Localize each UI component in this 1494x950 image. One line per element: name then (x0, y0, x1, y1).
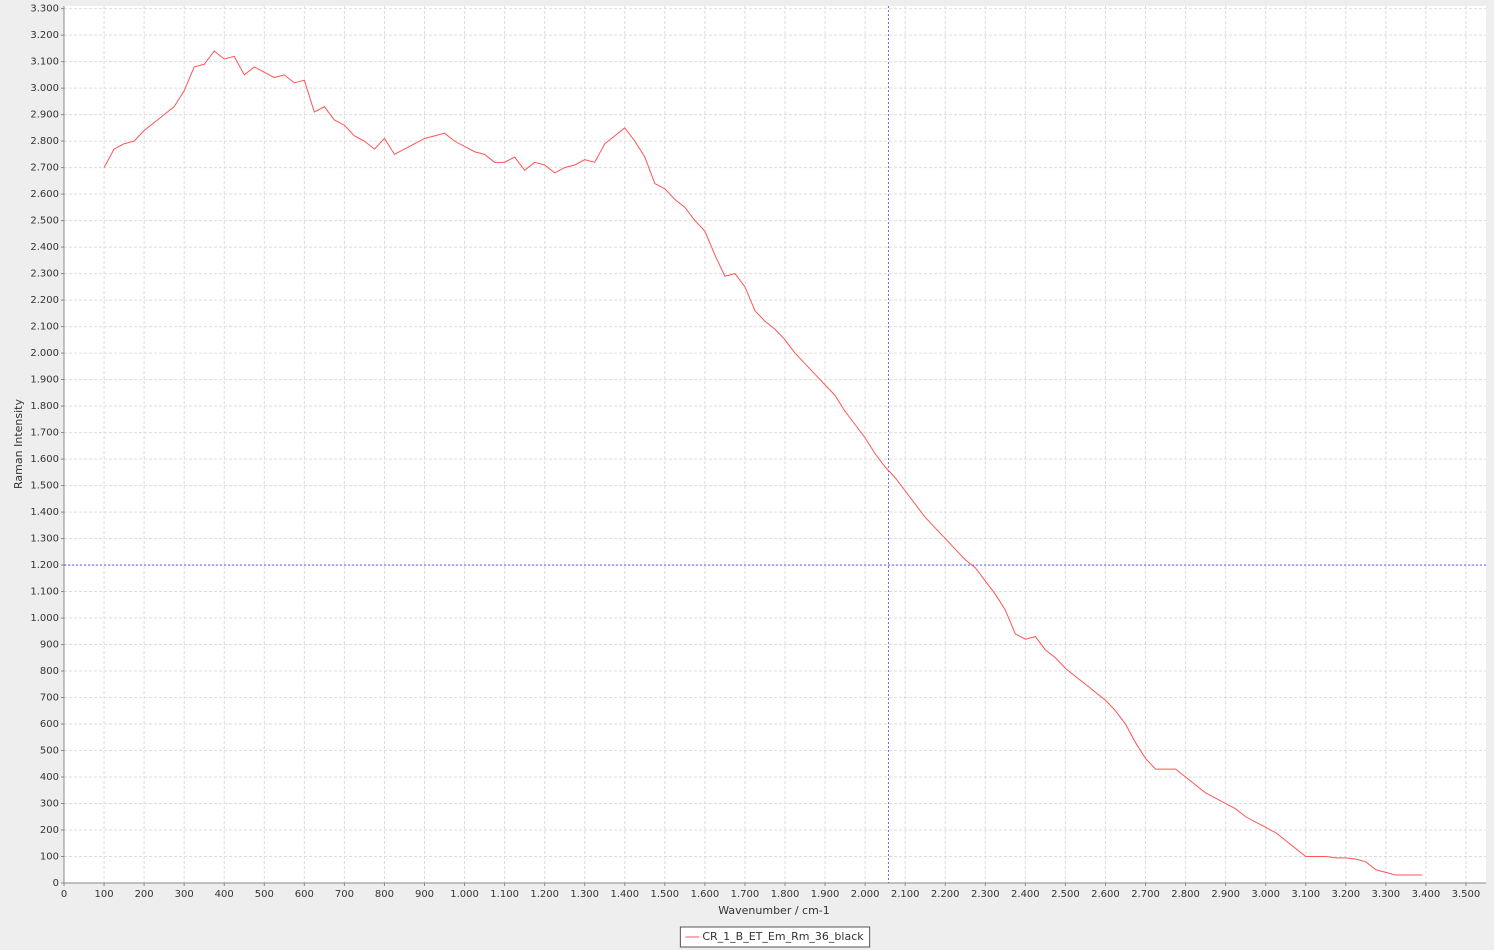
y-tick-label: 1.800 (30, 401, 59, 412)
y-tick-label: 1.000 (30, 613, 59, 624)
x-tick-label: 3.000 (1251, 889, 1280, 900)
y-tick-label: 1.100 (30, 587, 59, 598)
x-tick-label: 3.300 (1372, 889, 1401, 900)
y-tick-label: 500 (40, 746, 59, 757)
x-tick-label: 2.600 (1091, 889, 1120, 900)
y-tick-label: 100 (40, 852, 59, 863)
x-tick-label: 2.700 (1131, 889, 1160, 900)
y-tick-label: 3.000 (30, 83, 59, 94)
x-tick-label: 700 (335, 889, 354, 900)
y-tick-label: 2.900 (30, 110, 59, 121)
y-tick-label: 1.500 (30, 481, 59, 492)
y-tick-label: 2.500 (30, 216, 59, 227)
x-tick-label: 2.000 (851, 889, 880, 900)
y-tick-label: 2.800 (30, 136, 59, 147)
x-tick-label: 3.200 (1331, 889, 1360, 900)
x-tick-label: 800 (375, 889, 394, 900)
x-axis-label: Wavenumber / cm-1 (718, 904, 830, 917)
x-tick-label: 2.900 (1211, 889, 1240, 900)
x-tick-label: 2.800 (1171, 889, 1200, 900)
y-tick-label: 2.200 (30, 295, 59, 306)
x-tick-label: 100 (95, 889, 114, 900)
x-tick-label: 2.400 (1011, 889, 1040, 900)
legend-box (679, 926, 871, 948)
x-tick-label: 3.500 (1452, 889, 1481, 900)
x-tick-label: 900 (415, 889, 434, 900)
y-tick-label: 900 (40, 640, 59, 651)
x-tick-label: 2.100 (891, 889, 920, 900)
legend-label: CR_1_B_ET_Em_Rm_36_black (702, 930, 864, 943)
y-tick-label: 3.100 (30, 57, 59, 68)
x-tick-label: 3.400 (1412, 889, 1441, 900)
x-tick-label: 1.800 (771, 889, 800, 900)
y-tick-label: 1.200 (30, 560, 59, 571)
x-tick-label: 500 (255, 889, 274, 900)
y-tick-label: 800 (40, 666, 59, 677)
x-tick-label: 1.900 (811, 889, 840, 900)
y-tick-label: 3.300 (30, 4, 59, 15)
x-tick-label: 1.200 (530, 889, 559, 900)
y-tick-label: 2.600 (30, 189, 59, 200)
y-tick-label: 1.900 (30, 375, 59, 386)
x-tick-label: 1.400 (610, 889, 639, 900)
y-tick-label: 2.000 (30, 348, 59, 359)
x-tick-label: 1.700 (731, 889, 760, 900)
x-tick-label: 1.500 (651, 889, 680, 900)
y-tick-label: 700 (40, 693, 59, 704)
plot-area (64, 6, 1486, 883)
y-tick-label: 200 (40, 825, 59, 836)
y-tick-label: 400 (40, 772, 59, 783)
x-tick-label: 2.500 (1051, 889, 1080, 900)
y-axis-label: Raman Intensity (12, 399, 25, 489)
x-tick-label: 1.600 (691, 889, 720, 900)
y-tick-label: 300 (40, 799, 59, 810)
x-tick-label: 2.200 (931, 889, 960, 900)
x-tick-label: 2.300 (971, 889, 1000, 900)
x-tick-label: 600 (295, 889, 314, 900)
x-tick-label: 300 (175, 889, 194, 900)
y-tick-label: 600 (40, 719, 59, 730)
y-tick-label: 1.400 (30, 507, 59, 518)
x-tick-label: 200 (135, 889, 154, 900)
y-tick-label: 2.300 (30, 269, 59, 280)
y-tick-label: 2.100 (30, 322, 59, 333)
x-tick-label: 400 (215, 889, 234, 900)
y-tick-label: 2.400 (30, 242, 59, 253)
y-tick-label: 2.700 (30, 163, 59, 174)
y-tick-label: 1.700 (30, 428, 59, 439)
x-tick-label: 1.300 (570, 889, 599, 900)
data-line (103, 50, 1422, 876)
x-tick-label: 1.000 (450, 889, 479, 900)
x-tick-label: 0 (61, 889, 67, 900)
y-tick-label: 3.200 (30, 30, 59, 41)
x-tick-label: 3.100 (1291, 889, 1320, 900)
y-tick-label: 1.300 (30, 534, 59, 545)
y-tick-label: 1.600 (30, 454, 59, 465)
y-tick-label: 0 (53, 878, 59, 889)
x-tick-label: 1.100 (490, 889, 519, 900)
